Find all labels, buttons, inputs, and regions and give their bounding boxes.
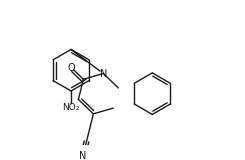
Text: O: O: [67, 63, 75, 73]
Text: NO₂: NO₂: [62, 103, 80, 112]
Text: N: N: [100, 68, 107, 79]
Text: N: N: [79, 151, 87, 160]
